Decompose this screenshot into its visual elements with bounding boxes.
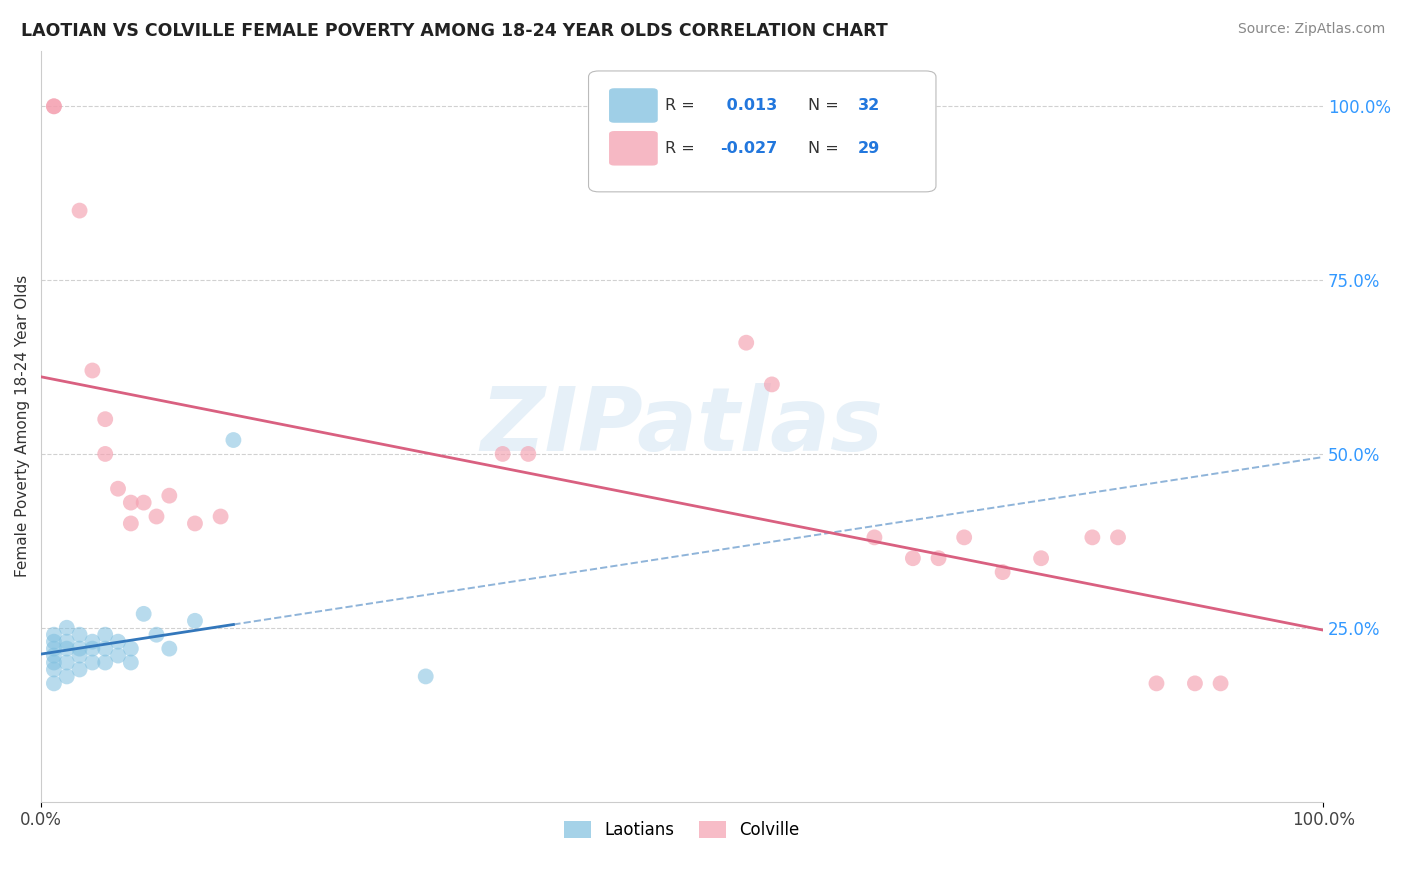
Point xyxy=(222,433,245,447)
Point xyxy=(42,628,65,642)
Point xyxy=(120,516,142,531)
Point xyxy=(1209,676,1232,690)
Text: ZIPatlas: ZIPatlas xyxy=(481,383,883,469)
Point xyxy=(107,634,129,648)
Point xyxy=(145,628,167,642)
Point xyxy=(517,447,540,461)
Text: R =: R = xyxy=(665,141,700,156)
Point xyxy=(55,621,77,635)
Point xyxy=(94,641,117,656)
FancyBboxPatch shape xyxy=(609,131,658,166)
Point xyxy=(157,489,180,503)
Point xyxy=(157,641,180,656)
Point xyxy=(209,509,232,524)
Point xyxy=(120,656,142,670)
Y-axis label: Female Poverty Among 18-24 Year Olds: Female Poverty Among 18-24 Year Olds xyxy=(15,275,30,577)
Point xyxy=(863,530,886,544)
Point xyxy=(94,628,117,642)
Point xyxy=(1029,551,1052,566)
Text: LAOTIAN VS COLVILLE FEMALE POVERTY AMONG 18-24 YEAR OLDS CORRELATION CHART: LAOTIAN VS COLVILLE FEMALE POVERTY AMONG… xyxy=(21,22,887,40)
Point xyxy=(69,648,91,663)
Point xyxy=(42,663,65,677)
Text: N =: N = xyxy=(808,141,844,156)
Point xyxy=(761,377,783,392)
Text: 32: 32 xyxy=(858,98,880,113)
Point xyxy=(1184,676,1206,690)
Legend: Laotians, Colville: Laotians, Colville xyxy=(558,814,807,846)
Point xyxy=(69,203,91,218)
Point xyxy=(82,634,104,648)
Text: 0.013: 0.013 xyxy=(721,98,778,113)
Point xyxy=(1107,530,1129,544)
Point xyxy=(1081,530,1104,544)
Point xyxy=(69,663,91,677)
Point xyxy=(55,656,77,670)
Point xyxy=(42,641,65,656)
Point xyxy=(42,648,65,663)
Point xyxy=(184,516,207,531)
Point xyxy=(94,656,117,670)
Point xyxy=(42,634,65,648)
Point xyxy=(69,628,91,642)
Point xyxy=(184,614,207,628)
Point xyxy=(1146,676,1168,690)
Point xyxy=(55,634,77,648)
FancyBboxPatch shape xyxy=(609,88,658,123)
Point xyxy=(94,412,117,426)
FancyBboxPatch shape xyxy=(589,71,936,192)
Point xyxy=(55,641,77,656)
Point xyxy=(42,99,65,113)
Point xyxy=(55,669,77,683)
Point xyxy=(69,641,91,656)
Point xyxy=(991,565,1014,579)
Text: 29: 29 xyxy=(858,141,880,156)
Point xyxy=(120,641,142,656)
Point xyxy=(42,676,65,690)
Point xyxy=(94,447,117,461)
Point xyxy=(735,335,758,350)
Point xyxy=(132,495,155,509)
Text: N =: N = xyxy=(808,98,844,113)
Point xyxy=(107,482,129,496)
Point xyxy=(953,530,976,544)
Point xyxy=(42,99,65,113)
Point xyxy=(82,656,104,670)
Text: -0.027: -0.027 xyxy=(721,141,778,156)
Point xyxy=(928,551,950,566)
Point xyxy=(42,656,65,670)
Point xyxy=(120,495,142,509)
Point xyxy=(82,363,104,377)
Point xyxy=(82,641,104,656)
Point xyxy=(415,669,437,683)
Text: R =: R = xyxy=(665,98,700,113)
Point xyxy=(491,447,513,461)
Point xyxy=(107,648,129,663)
Text: Source: ZipAtlas.com: Source: ZipAtlas.com xyxy=(1237,22,1385,37)
Point xyxy=(901,551,924,566)
Point xyxy=(132,607,155,621)
Point xyxy=(145,509,167,524)
